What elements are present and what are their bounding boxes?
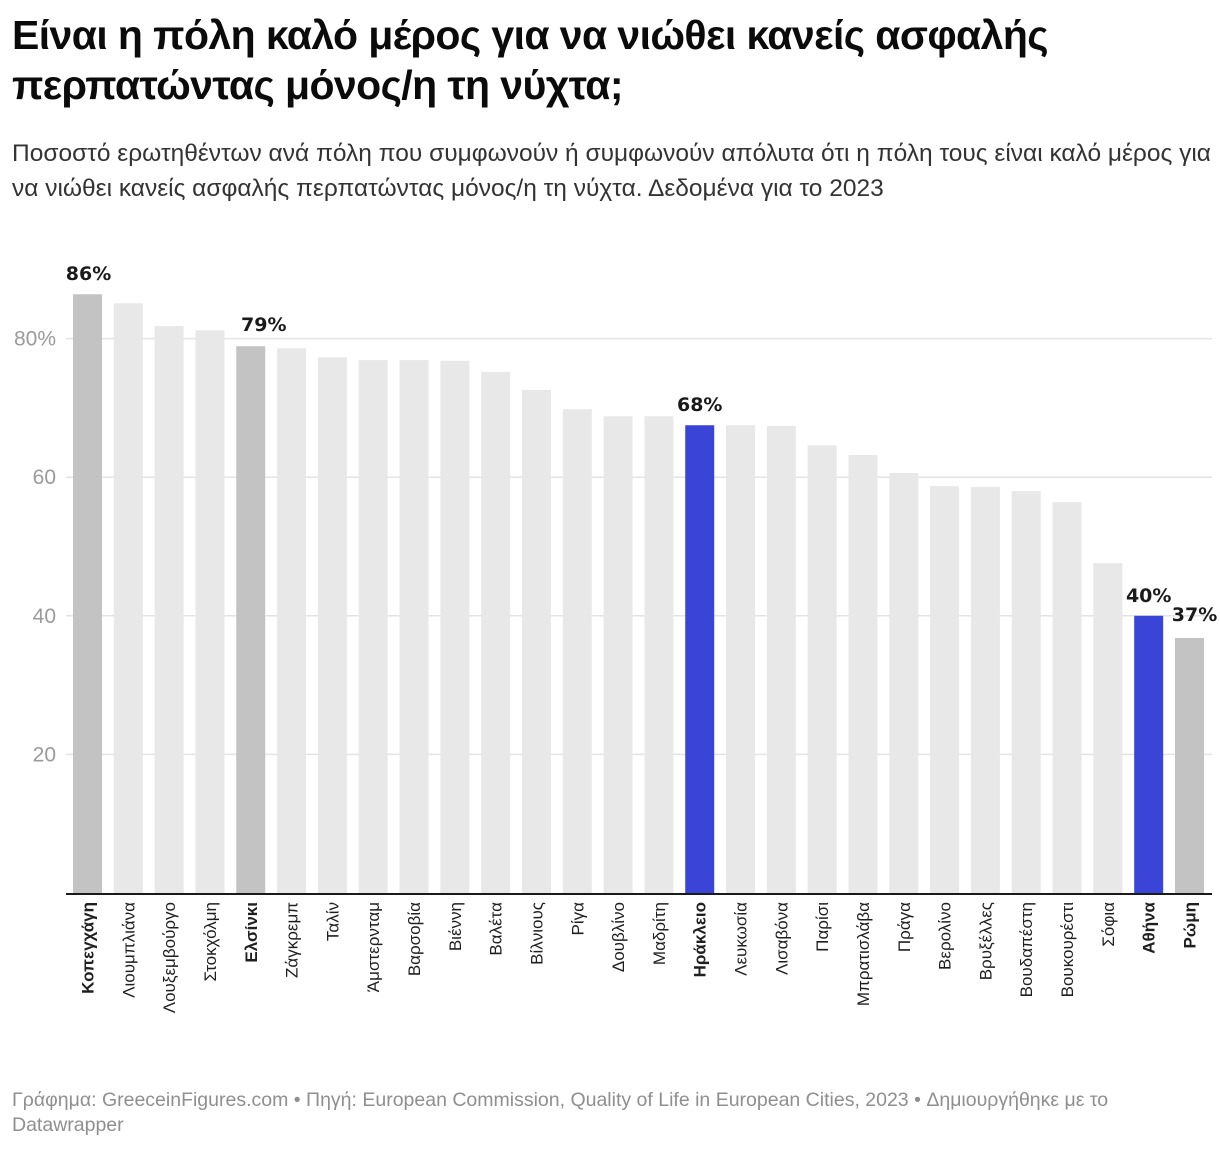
bar (154, 326, 184, 894)
category-label: Κοπεγχάγη (79, 902, 98, 994)
category-label: Αθήνα (1140, 901, 1159, 953)
category-label: Μπρατισλάβα (854, 902, 873, 1006)
category-label: Μαδρίτη (650, 902, 669, 965)
category-label: Λισαβόνα (772, 902, 791, 975)
bar (766, 425, 796, 893)
bar (685, 425, 715, 893)
category-label: Ηράκλειο (691, 902, 710, 977)
category-label: Δουβλίνο (609, 902, 628, 972)
bar (1093, 563, 1123, 893)
bar (521, 389, 551, 893)
y-tick-label: 20 (33, 743, 56, 766)
bar-chart: 20 40 60 80% 86% 79% 68% 40%37% Κοπεγχάγη Λιουμ… (14, 263, 1217, 1013)
y-tick-label: 40 (33, 605, 56, 628)
bar (644, 416, 674, 893)
category-label: Πράγα (895, 902, 914, 952)
bar (358, 360, 388, 893)
category-label: Βουκουρέστι (1058, 902, 1077, 998)
data-label: 37% (1172, 604, 1217, 626)
category-label: Ελσίνκι (242, 902, 261, 963)
bar (562, 409, 592, 893)
category-label: Ρώμη (1181, 902, 1200, 948)
bar (317, 357, 347, 893)
bar (236, 346, 266, 893)
category-label: Λουξεμβούργο (160, 902, 179, 1013)
data-label: 86% (66, 263, 111, 285)
data-label: 68% (677, 394, 722, 416)
category-label: Βιέννη (446, 902, 465, 951)
bar (277, 348, 307, 893)
bar (481, 371, 511, 893)
category-labels: Κοπεγχάγη Λιουμπλιάνα Λουξεμβούργο Στοκχόλμ… (79, 901, 1200, 1013)
data-label: 79% (241, 314, 286, 336)
category-label: Ταλίν (323, 902, 342, 941)
category-label: Ζάγκρεμπ (283, 902, 302, 978)
category-label: Λιουμπλιάνα (119, 902, 138, 998)
bar (195, 330, 225, 893)
bar (440, 360, 470, 893)
category-label: Βουδαπέστη (1017, 902, 1036, 997)
y-tick-label: 80% (14, 328, 56, 351)
bars (73, 294, 1204, 894)
bar (399, 360, 429, 893)
data-label: 40% (1126, 585, 1171, 607)
bar (889, 473, 919, 893)
category-label: Ρίγα (568, 902, 587, 936)
chart-footer: Γράφημα: GreeceinFigures.com • Πηγή: Eur… (12, 1089, 1109, 1136)
category-label: Άμστερνταμ (364, 902, 383, 992)
category-label: Παρίσι (813, 902, 832, 952)
bar (726, 425, 756, 893)
category-label: Βίλνιους (527, 902, 546, 965)
bar (848, 455, 878, 893)
category-label: Λευκωσία (732, 902, 751, 976)
category-label: Βρυξέλλες (976, 902, 995, 980)
category-label: Σόφια (1099, 902, 1118, 947)
bar (1052, 502, 1082, 893)
bar (1011, 491, 1041, 893)
category-label: Βαλέτα (487, 902, 506, 956)
chart-subtitle: Ποσοστό ερωτηθέντων ανά πόλη που συμφωνο… (12, 140, 1211, 202)
data-labels: 86% 79% 68% 40%37% (66, 263, 1217, 626)
category-label: Στοκχόλμη (201, 902, 220, 981)
bar (970, 486, 1000, 893)
y-tick-label: 60 (33, 466, 56, 489)
bar (73, 294, 102, 893)
category-label: Βερολίνο (936, 902, 955, 970)
bar (807, 445, 837, 893)
bar (113, 303, 143, 894)
chart-title: Είναι η πόλη καλό μέρος για να νιώθει κα… (12, 12, 1049, 108)
bar (1175, 637, 1204, 893)
bar (1134, 615, 1164, 893)
bar (603, 416, 633, 893)
bar (930, 486, 960, 893)
category-label: Βαρσοβία (405, 902, 424, 976)
